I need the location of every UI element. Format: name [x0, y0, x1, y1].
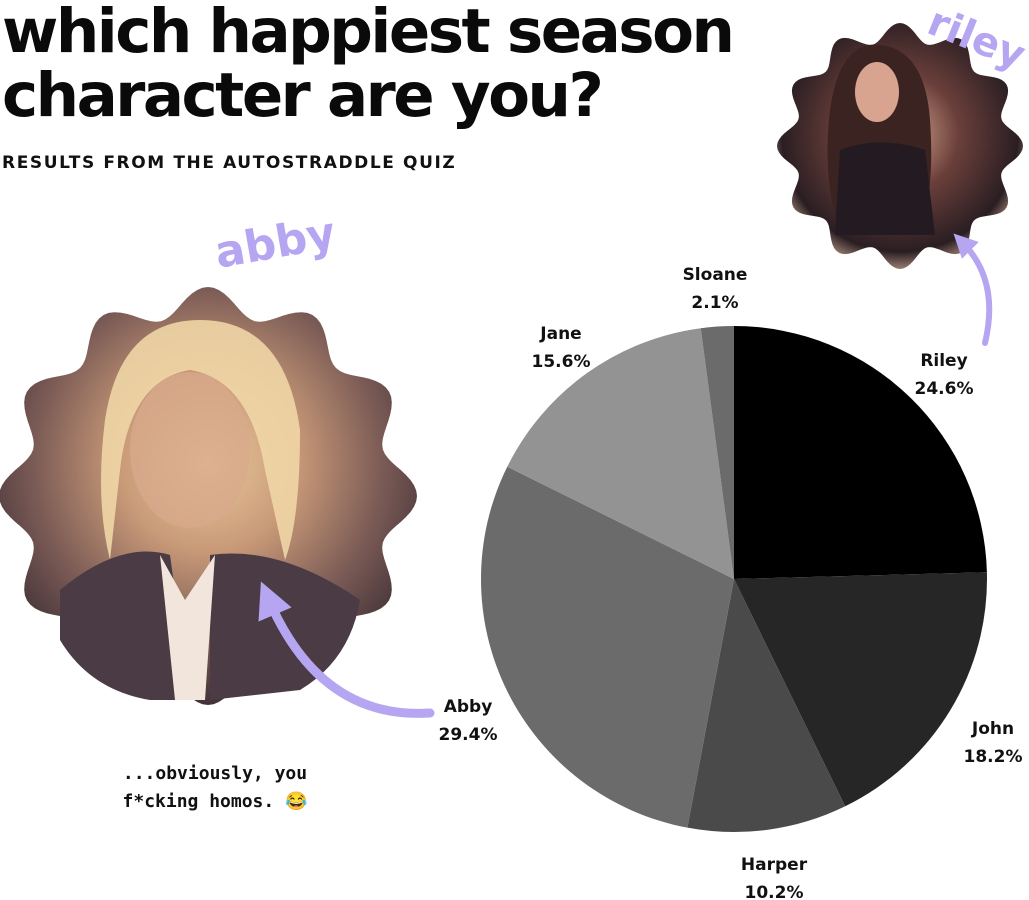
slice-value-riley: 24.6%: [915, 379, 974, 399]
page-title: which happiest season character are you?: [2, 0, 735, 131]
abby-shirt-shape: [160, 555, 215, 700]
title-line-1: which happiest season: [2, 0, 735, 67]
riley-face-shape: [855, 62, 899, 122]
pie-slice-harper: [687, 579, 846, 833]
pie-slice-john: [734, 572, 987, 807]
abby-photo: [0, 287, 417, 705]
slice-label-riley: Riley: [920, 351, 967, 371]
slice-value-abby: 29.4%: [439, 725, 498, 745]
abby-face-shape: [130, 372, 250, 528]
slice-label-john: John: [971, 719, 1014, 739]
caption: ...obviously, you f*cking homos. 😂: [100, 760, 330, 816]
abby-photo-label: abby: [211, 208, 339, 279]
pie-slice-riley: [734, 326, 987, 579]
slice-label-harper: Harper: [741, 855, 808, 875]
abby-hair-shape: [101, 320, 300, 560]
pie-slice-jane: [507, 328, 734, 579]
slice-label-sloane: Sloane: [683, 265, 748, 285]
slice-value-john: 18.2%: [964, 747, 1023, 767]
title-line-2: character are you?: [2, 60, 604, 131]
pie-slice-abby: [480, 466, 734, 828]
riley-arrow-icon: [953, 233, 993, 346]
slice-value-sloane: 2.1%: [691, 293, 738, 313]
pie-slice-sloane: [700, 326, 734, 579]
slice-value-harper: 10.2%: [745, 883, 804, 900]
riley-photo: [777, 23, 1023, 269]
caption-line-2: f*cking homos. 😂: [122, 791, 308, 812]
riley-top-shape: [835, 142, 935, 235]
pie-chart: Riley 24.6% John 18.2% Harper 10.2% Abby 29.4% J…: [439, 265, 1023, 900]
caption-line-1: ...obviously, you: [122, 763, 308, 784]
slice-label-abby: Abby: [444, 697, 493, 717]
subtitle: RESULTS FROM THE AUTOSTRADDLE QUIZ: [2, 153, 457, 173]
slice-label-jane: Jane: [539, 324, 581, 344]
slice-value-jane: 15.6%: [532, 352, 591, 372]
abby-arrow-icon: [258, 581, 435, 718]
